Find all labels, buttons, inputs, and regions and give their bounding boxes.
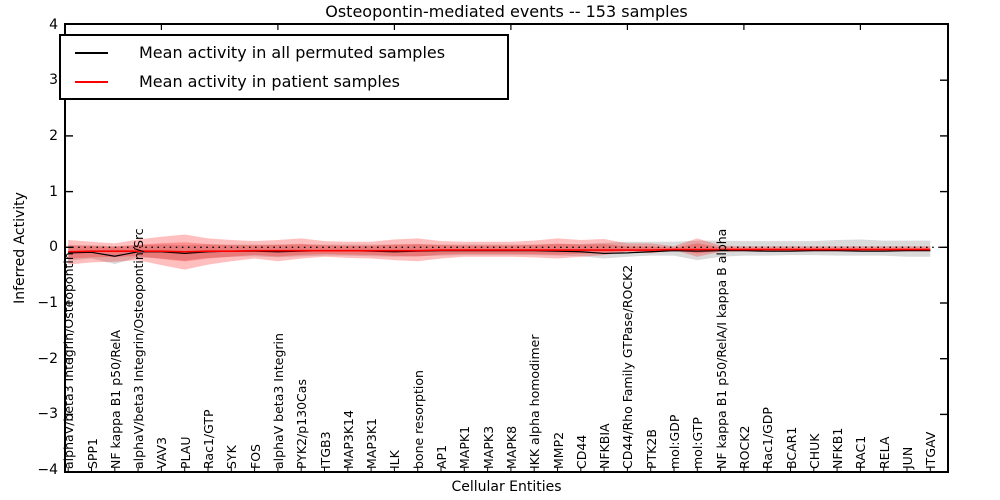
legend-label-patient: Mean activity in patient samples	[139, 72, 400, 91]
legend-label-permuted: Mean activity in all permuted samples	[139, 43, 446, 62]
x-tick-label: NF kappa B1 p50/RelA	[107, 329, 123, 469]
x-tick-label: AP1	[434, 444, 449, 469]
x-tick-label: MAP3K14	[340, 410, 356, 469]
x-tick-label: MAP3K1	[364, 418, 380, 469]
chart-canvas	[66, 25, 947, 471]
y-tick-label: 4	[49, 16, 58, 33]
x-tick-label: ITGB3	[317, 431, 333, 469]
permuted-std-band	[68, 239, 931, 265]
x-tick-label: BCAR1	[783, 426, 799, 469]
x-tick-label: CHUK	[806, 433, 822, 469]
x-tick-label: MAPK1	[457, 425, 473, 469]
x-tick-label: JUN	[900, 446, 915, 469]
x-tick-label: IKK alpha homodimer	[527, 334, 543, 470]
legend-line-patient-icon	[75, 80, 108, 83]
x-tick-label: PYK2/p130Cas	[294, 379, 310, 469]
y-tick-label: −2	[37, 350, 58, 367]
x-tick-label: PLAU	[177, 436, 193, 470]
legend-line-permuted-icon	[75, 51, 108, 54]
x-tick-label: CD44/Rho Family GTPase/ROCK2	[620, 264, 636, 469]
x-tick-label: Rac1/GTP	[201, 409, 216, 469]
x-tick-label: MAPK3	[480, 425, 496, 469]
x-tick-label: NFKB1	[830, 427, 846, 469]
x-tick-label: MMP2	[550, 431, 566, 469]
y-tick-label: −1	[37, 295, 58, 311]
x-tick-label: mol:GTP	[690, 417, 706, 469]
x-tick-label: ITGAV	[923, 431, 939, 469]
patient-std-band	[68, 234, 931, 270]
legend-entry-patient: Mean activity in patient samples	[61, 67, 507, 96]
x-tick-label: CD44	[573, 434, 589, 469]
y-tick-label: −3	[37, 406, 58, 423]
x-axis-label: Cellular Entities	[451, 479, 562, 495]
x-tick-label: bone resorption	[410, 370, 426, 469]
y-tick-label: 2	[49, 127, 58, 144]
x-tick-label: VAV3	[154, 436, 170, 469]
x-tick-label: alphaV beta3 Integrin	[270, 333, 286, 469]
legend: Mean activity in all permuted samples Me…	[59, 34, 509, 100]
x-tick-label: RAC1	[853, 435, 869, 469]
x-tick-label: SYK	[224, 445, 240, 469]
legend-entry-permuted: Mean activity in all permuted samples	[61, 38, 507, 67]
x-tick-label: RELA	[876, 436, 892, 469]
x-tick-label: Rac1/GDP	[760, 407, 776, 469]
x-tick-label: PTK2B	[643, 429, 659, 469]
patient-std-band-inner	[68, 242, 931, 262]
x-tick-label: MAPK8	[503, 425, 519, 469]
x-tick-label: alphaV/beta3 Integrin/Osteopontin	[61, 252, 77, 469]
y-tick-label: 3	[49, 72, 58, 89]
y-tick-label: 1	[49, 183, 58, 200]
x-tick-label: ROCK2	[736, 425, 752, 469]
x-tick-label: ILK	[387, 450, 403, 469]
x-tick-label: FOS	[247, 444, 263, 469]
x-tick-label: SPP1	[84, 438, 100, 469]
x-tick-label: mol:GDP	[667, 414, 682, 469]
x-tick-label: alphaV/beta3 Integrin/Osteopontin/Src	[131, 228, 147, 469]
y-tick-label: 0	[49, 239, 58, 256]
x-tick-label: NFKBIA	[597, 423, 613, 469]
x-tick-label: NF kappa B1 p50/RelA/I kappa B alpha	[713, 228, 729, 469]
y-tick-label: −4	[37, 462, 58, 479]
chart-title: Osteopontin-mediated events -- 153 sampl…	[325, 2, 688, 21]
patient-mean-line	[68, 248, 931, 253]
